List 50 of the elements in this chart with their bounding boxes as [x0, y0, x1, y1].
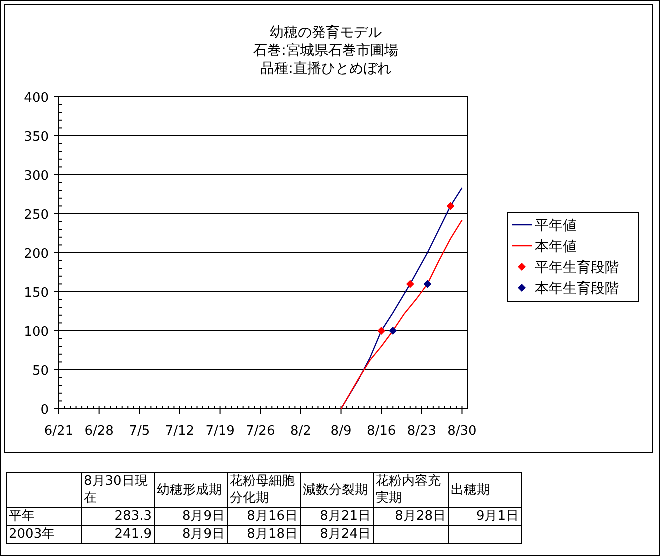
- legend-label: 平年値: [535, 218, 577, 234]
- x-tick-label: 8/23: [407, 424, 437, 439]
- text: 減数分裂期: [300, 472, 374, 508]
- legend-label: 本年生育段階: [535, 280, 619, 297]
- text: 9月1日: [448, 508, 522, 526]
- text: 8月9日: [154, 508, 228, 526]
- y-tick-label: 400: [24, 91, 49, 106]
- x-tick-label: 7/5: [129, 424, 150, 439]
- y-tick-label: 250: [24, 208, 49, 223]
- y-tick-label: 350: [24, 130, 49, 145]
- y-tick-label: 50: [32, 364, 49, 379]
- y-tick-label: 0: [40, 403, 49, 418]
- text: 花粉内容充実期: [374, 472, 448, 508]
- x-tick-label: 8/16: [366, 424, 396, 439]
- text: 8月16日: [228, 508, 300, 526]
- text: 8月18日: [228, 526, 300, 544]
- text: 平年: [6, 508, 82, 526]
- y-tick-label: 100: [24, 325, 49, 340]
- legend-label: 平年生育段階: [535, 259, 619, 276]
- x-tick-label: 6/28: [84, 424, 114, 439]
- x-tick-label: 7/26: [246, 424, 276, 439]
- point: [378, 327, 386, 335]
- x-tick-label: 8/9: [330, 424, 352, 439]
- text: 8月30日現在: [82, 472, 154, 508]
- text: 品種:直播ひとめぼれ: [260, 61, 392, 77]
- point: [424, 280, 432, 288]
- text: 8月21日: [300, 508, 374, 526]
- text: 8月24日: [300, 526, 374, 544]
- text: 2003年: [6, 526, 82, 544]
- x-tick-label: 6/21: [44, 424, 74, 439]
- chart-title: 幼穂の発育モデル: [270, 24, 382, 41]
- point: [446, 202, 455, 210]
- text: 幼穂形成期: [154, 472, 228, 508]
- text: 出穂期: [448, 472, 522, 508]
- text: 241.9: [82, 526, 154, 544]
- point: [389, 327, 398, 335]
- text: 283.3: [82, 508, 154, 526]
- text: 花粉母細胞分化期: [228, 472, 300, 508]
- text: 8月9日: [154, 526, 228, 544]
- y-tick-label: 300: [24, 169, 49, 184]
- x-tick-label: 7/19: [206, 424, 235, 439]
- x-tick-label: 8/30: [448, 424, 477, 439]
- y-tick-label: 150: [24, 286, 49, 301]
- x-tick-label: 7/12: [165, 424, 195, 439]
- legend-label: 本年値: [535, 239, 577, 255]
- y-tick-label: 200: [24, 247, 49, 262]
- text: 8月28日: [374, 508, 448, 526]
- chart-subtitle: 石巻:宮城県石巻市圃場: [254, 43, 398, 59]
- x-tick-label: 8/2: [290, 424, 312, 439]
- point: [406, 280, 414, 288]
